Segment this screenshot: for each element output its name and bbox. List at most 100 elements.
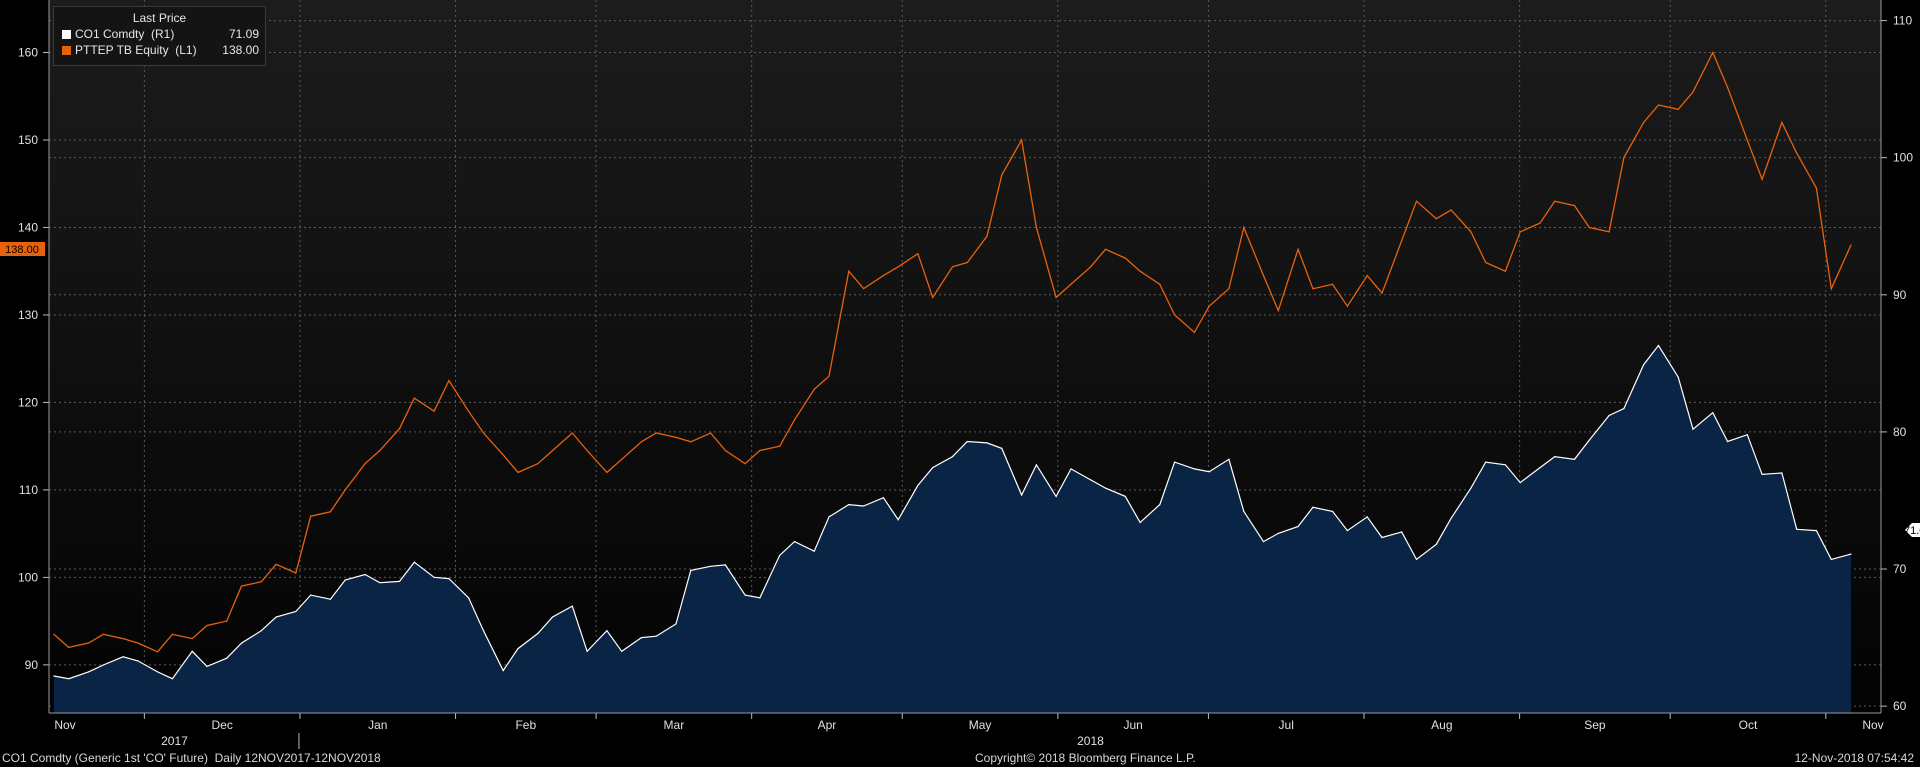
data-point-pttep bbox=[552, 449, 554, 452]
data-point-pttep bbox=[1228, 288, 1230, 290]
data-point-pttep bbox=[1346, 305, 1348, 307]
x-month-label: Apr bbox=[818, 718, 837, 732]
data-point-pttep bbox=[863, 288, 865, 290]
data-point-pttep bbox=[917, 253, 919, 255]
x-year-label: 2017 bbox=[161, 734, 188, 748]
data-point-pttep bbox=[1312, 288, 1314, 290]
data-point-pttep bbox=[897, 266, 899, 268]
data-point-pttep bbox=[1519, 231, 1521, 233]
data-point-co1 bbox=[1435, 543, 1437, 545]
data-point-pttep bbox=[226, 620, 228, 622]
data-point-co1 bbox=[1124, 495, 1126, 497]
footer-security-description: CO1 Comdty (Generic 1st 'CO' Future) Dai… bbox=[2, 751, 381, 765]
data-point-pttep bbox=[1781, 121, 1783, 124]
data-point-pttep bbox=[1277, 310, 1279, 312]
data-point-co1 bbox=[1193, 468, 1195, 470]
data-point-co1 bbox=[1174, 461, 1176, 463]
data-point-pttep bbox=[275, 563, 277, 565]
data-point-co1 bbox=[1727, 440, 1729, 443]
data-point-pttep bbox=[1643, 121, 1645, 124]
data-point-pttep bbox=[157, 651, 159, 653]
data-point-co1 bbox=[1021, 494, 1023, 496]
data-point-co1 bbox=[1657, 344, 1660, 347]
data-point-pttep bbox=[398, 428, 401, 430]
data-point-co1 bbox=[1677, 376, 1679, 378]
footer-timestamp: 12-Nov-2018 07:54:42 bbox=[1794, 751, 1914, 765]
data-point-co1 bbox=[863, 505, 865, 507]
data-point-co1 bbox=[344, 579, 346, 581]
left-axis-tick-label: 120 bbox=[18, 395, 38, 409]
data-point-pttep bbox=[502, 454, 504, 456]
legend-value-co1: 71.09 bbox=[228, 27, 259, 41]
data-point-pttep bbox=[1055, 296, 1057, 298]
data-point-co1 bbox=[1243, 510, 1245, 512]
data-point-co1 bbox=[1796, 528, 1798, 530]
data-point-co1 bbox=[793, 541, 796, 543]
data-point-co1 bbox=[1070, 468, 1072, 470]
data-point-pttep bbox=[1435, 218, 1437, 220]
data-point-co1 bbox=[1608, 414, 1610, 417]
left-axis-tick-label: 140 bbox=[18, 220, 38, 234]
data-point-co1 bbox=[87, 671, 90, 673]
data-point-pttep bbox=[640, 441, 643, 443]
legend-item-pttep: PTTEP TB Equity (L1) 138.00 bbox=[54, 42, 265, 58]
legend-name-co1: CO1 Comdty (R1) bbox=[75, 27, 175, 41]
data-point-pttep bbox=[1470, 231, 1472, 233]
data-point-co1 bbox=[552, 616, 554, 618]
legend: Last Price CO1 Comdty (R1) 71.09 PTTEP T… bbox=[53, 6, 266, 66]
data-point-pttep bbox=[793, 419, 796, 421]
data-point-co1 bbox=[1485, 461, 1487, 463]
data-point-co1 bbox=[1055, 495, 1057, 497]
tick-labels: Nov Dec Jan Feb Mar Apr May Jun Jul Aug Sep Oct Nov 2… bbox=[18, 14, 1913, 748]
data-point-pttep bbox=[1159, 283, 1161, 285]
data-point-co1 bbox=[1228, 458, 1230, 460]
data-point-co1 bbox=[932, 467, 934, 469]
data-point-co1 bbox=[1262, 541, 1265, 543]
data-point-co1 bbox=[1277, 532, 1279, 535]
data-point-co1 bbox=[640, 637, 643, 639]
data-point-pttep bbox=[1677, 108, 1679, 110]
data-point-pttep bbox=[1208, 305, 1210, 307]
data-point-co1 bbox=[1539, 467, 1541, 469]
data-point-co1 bbox=[260, 630, 262, 632]
legend-item-co1: CO1 Comdty (R1) 71.09 bbox=[54, 26, 265, 42]
data-point-co1 bbox=[1588, 439, 1590, 441]
right-axis-tick-label: 110 bbox=[1893, 14, 1912, 28]
data-point-co1 bbox=[206, 665, 208, 668]
data-point-co1 bbox=[122, 656, 124, 658]
data-point-co1 bbox=[1850, 553, 1852, 555]
data-point-co1 bbox=[413, 561, 415, 563]
data-point-pttep bbox=[260, 581, 262, 583]
data-point-pttep bbox=[1070, 283, 1072, 285]
data-point-co1 bbox=[882, 497, 885, 499]
data-point-pttep bbox=[1090, 266, 1092, 268]
data-point-co1 bbox=[240, 642, 243, 644]
data-point-co1 bbox=[848, 504, 850, 506]
data-point-co1 bbox=[724, 564, 727, 566]
data-point-pttep bbox=[1485, 261, 1487, 264]
data-point-co1 bbox=[1504, 464, 1506, 466]
legend-swatch-pttep bbox=[62, 45, 71, 55]
left-axis-tick-label: 90 bbox=[25, 658, 39, 672]
right-axis-tick-label: 80 bbox=[1893, 425, 1907, 439]
data-point-pttep bbox=[1657, 104, 1660, 106]
data-point-co1 bbox=[744, 594, 746, 596]
data-point-co1 bbox=[675, 623, 677, 625]
data-point-pttep bbox=[102, 633, 104, 635]
right-axis-tick-label: 100 bbox=[1893, 151, 1913, 165]
data-point-pttep bbox=[1608, 231, 1610, 233]
data-point-pttep bbox=[951, 266, 954, 268]
data-point-pttep bbox=[517, 471, 519, 473]
legend-value-pttep: 138.00 bbox=[222, 43, 259, 57]
right-last-price-tag: 71.09 bbox=[1904, 523, 1920, 537]
data-point-co1 bbox=[1297, 525, 1299, 528]
left-axis-tick-label: 110 bbox=[19, 483, 38, 497]
data-point-co1 bbox=[468, 597, 470, 599]
data-point-pttep bbox=[1104, 248, 1107, 250]
data-point-pttep bbox=[882, 275, 885, 277]
data-point-pttep bbox=[724, 449, 727, 452]
data-point-pttep bbox=[68, 646, 70, 649]
data-point-co1 bbox=[295, 610, 297, 613]
footer-bar: CO1 Comdty (Generic 1st 'CO' Future) Dai… bbox=[0, 749, 1920, 767]
